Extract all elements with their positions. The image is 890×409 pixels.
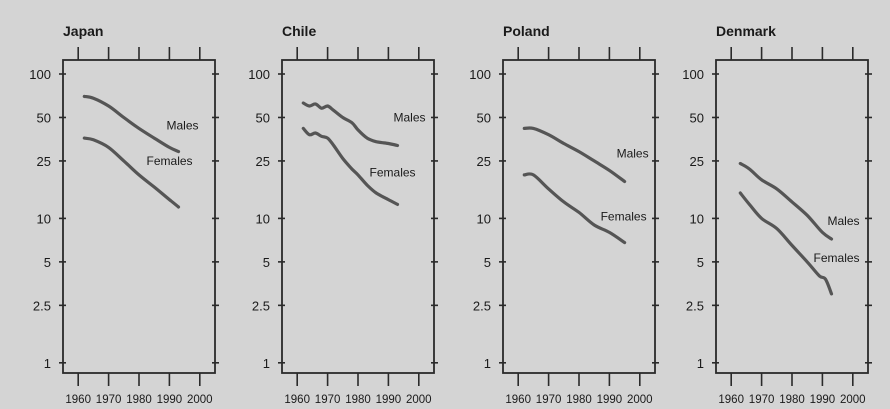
y-tick-label: 1: [484, 356, 491, 371]
y-tick-label: 5: [263, 255, 270, 270]
y-tick-label: 10: [256, 211, 270, 226]
x-tick-label: 1970: [749, 394, 775, 406]
series-label-males: Males: [394, 110, 426, 124]
x-tick-label: 2000: [627, 394, 653, 406]
x-tick-label: 1960: [65, 394, 91, 406]
panel-title: Japan: [63, 23, 103, 39]
x-tick-label: 1960: [718, 394, 744, 406]
y-tick-label: 100: [469, 67, 491, 82]
x-tick-label: 1980: [779, 394, 805, 406]
x-tick-label: 1980: [566, 394, 592, 406]
x-tick-label: 2000: [187, 394, 213, 406]
y-tick-label: 100: [248, 67, 270, 82]
y-tick-label: 10: [477, 211, 491, 226]
y-tick-label: 2.5: [686, 298, 704, 313]
y-tick-label: 5: [44, 255, 51, 270]
y-tick-label: 50: [690, 110, 704, 125]
y-tick-label: 25: [690, 154, 704, 169]
series-line-males: [522, 126, 627, 184]
x-tick-label: 1980: [126, 394, 152, 406]
series-label-males: Males: [617, 147, 649, 161]
y-tick-label: 1: [263, 356, 270, 371]
x-tick-label: 1960: [284, 394, 310, 406]
y-tick-label: 10: [690, 211, 704, 226]
x-tick-label: 1970: [536, 394, 562, 406]
panel-denmark: Denmark 1960 1970 1980 1990 2000 1 2.5 5 10 25 50 10…: [682, 23, 872, 406]
y-tick-label: 25: [37, 154, 51, 169]
plot-frame: [281, 59, 435, 374]
y-tick-label: 25: [256, 154, 270, 169]
y-tick-label: 5: [697, 255, 704, 270]
y-tick-label: 1: [697, 356, 704, 371]
series-label-females: Females: [147, 154, 193, 168]
series-label-males: Males: [167, 119, 199, 133]
series-line-females: [82, 136, 181, 209]
series-label-males: Males: [828, 214, 860, 228]
panel-title: Chile: [282, 23, 316, 39]
y-tick-label: 25: [477, 154, 491, 169]
y-tick-label: 50: [256, 110, 270, 125]
x-tick-label: 2000: [406, 394, 432, 406]
y-tick-label: 50: [477, 110, 491, 125]
x-tick-label: 1990: [376, 394, 402, 406]
x-tick-label: 1990: [810, 394, 836, 406]
panel-title: Denmark: [716, 23, 776, 39]
panel-poland: Poland 1960 1970 1980 1990 2000 1 2.5 5 10 25 50 100…: [469, 23, 659, 406]
y-tick-label: 1: [44, 356, 51, 371]
y-tick-label: 100: [682, 67, 704, 82]
series-line-females: [522, 172, 627, 245]
panel-title: Poland: [503, 23, 550, 39]
x-tick-label: 1990: [157, 394, 183, 406]
y-tick-label: 50: [37, 110, 51, 125]
series-line-females: [738, 191, 834, 296]
panel-japan: Japan 1960 1970 1980 1990 2000 1 2.5 5 10 25 50 100 M…: [29, 23, 219, 406]
y-tick-label: 2.5: [252, 298, 270, 313]
plot-frame: [62, 59, 216, 374]
series-line-males: [301, 101, 400, 148]
x-tick-label: 1990: [597, 394, 623, 406]
y-tick-label: 10: [37, 211, 51, 226]
series-label-females: Females: [814, 251, 860, 265]
x-tick-label: 2000: [840, 394, 866, 406]
y-tick-label: 2.5: [473, 298, 491, 313]
series-line-males: [82, 94, 181, 154]
y-tick-label: 2.5: [33, 298, 51, 313]
x-tick-label: 1970: [315, 394, 341, 406]
series-label-females: Females: [370, 165, 416, 179]
x-tick-label: 1980: [345, 394, 371, 406]
x-tick-label: 1960: [505, 394, 531, 406]
y-tick-label: 5: [484, 255, 491, 270]
series-line-males: [738, 161, 834, 241]
series-label-females: Females: [601, 210, 647, 224]
series-line-females: [301, 126, 400, 206]
y-tick-label: 100: [29, 67, 51, 82]
panel-chile: Chile 1960 1970 1980 1990 2000 1 2.5 5 10 25 50 100 M…: [248, 23, 438, 406]
x-tick-label: 1970: [96, 394, 122, 406]
